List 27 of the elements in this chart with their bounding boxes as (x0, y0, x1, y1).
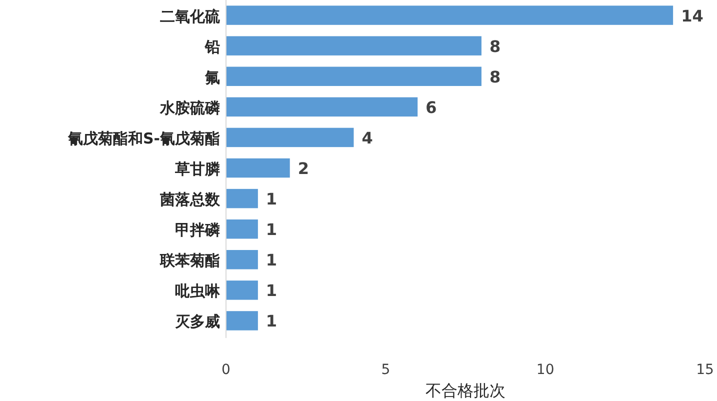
y-tick-label: 灭多威 (175, 312, 220, 331)
data-label: 8 (489, 36, 501, 56)
y-tick-label: 铅 (204, 38, 220, 56)
y-tick-label: 菌落总数 (159, 190, 221, 209)
data-label: 2 (298, 159, 310, 178)
data-label: 1 (266, 250, 278, 270)
data-label: 14 (681, 6, 704, 26)
data-label: 6 (426, 98, 437, 117)
data-label: 1 (266, 312, 278, 331)
x-tick-label: 15 (696, 362, 714, 378)
y-tick-label: 吡虫啉 (175, 282, 221, 300)
y-tick-label: 联苯菊酯 (159, 252, 220, 270)
x-tick-label: 0 (222, 362, 230, 378)
x-tick-label: 10 (536, 362, 554, 378)
y-tick-label: 水胺硫磷 (159, 98, 221, 117)
data-label: 8 (489, 67, 501, 86)
y-tick-label: 氰戊菊酯和S-氰戊菊酯 (66, 129, 220, 148)
y-tick-label: 二氧化硫 (160, 7, 220, 26)
y-tick-label: 氟 (204, 68, 220, 86)
data-label: 1 (266, 220, 278, 240)
data-label: 1 (266, 190, 278, 209)
data-label: 4 (362, 128, 373, 148)
x-tick-label: 5 (381, 362, 390, 378)
y-tick-label: 甲拌磷 (175, 221, 221, 240)
data-label: 1 (266, 281, 278, 300)
y-tick-label: 草甘膦 (174, 160, 220, 178)
x-axis-title: 不合格批次 (426, 381, 506, 400)
